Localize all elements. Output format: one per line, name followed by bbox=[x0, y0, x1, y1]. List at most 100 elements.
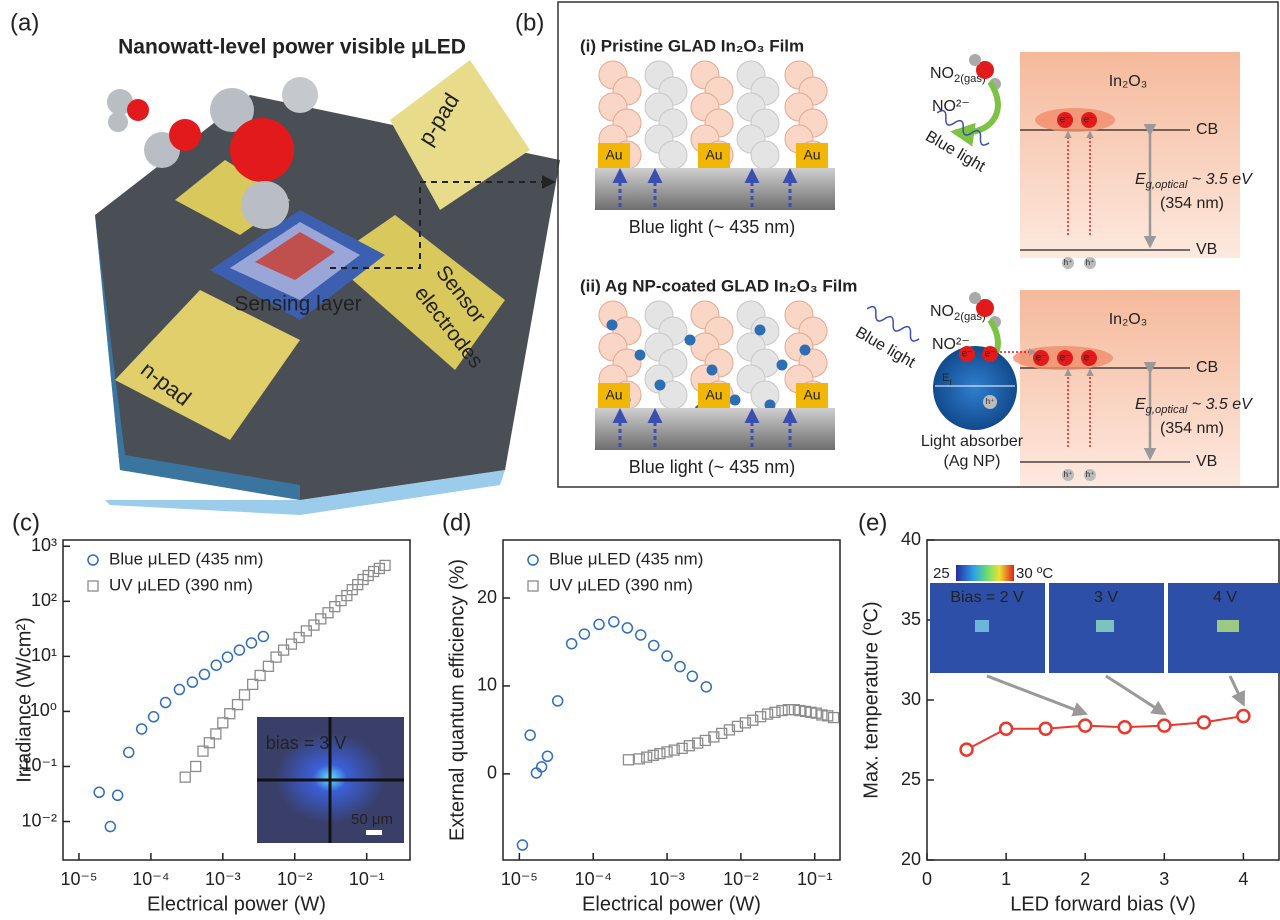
y-axis-label: Max. temperature (ºC) bbox=[860, 601, 882, 798]
data-point bbox=[174, 685, 184, 695]
vb-label: VB bbox=[1196, 241, 1217, 258]
data-point bbox=[1158, 720, 1170, 732]
text-base: E bbox=[942, 372, 949, 384]
wavelength-label: (354 nm) bbox=[1160, 195, 1224, 212]
scale-bar bbox=[366, 830, 382, 835]
ag-nanoparticle bbox=[755, 325, 766, 336]
electrode-label: Au bbox=[605, 387, 622, 403]
ag-nanoparticle bbox=[800, 345, 811, 356]
hole-label: h⁺ bbox=[1086, 470, 1095, 479]
y-tick-label: 20 bbox=[901, 849, 921, 869]
data-point bbox=[199, 669, 209, 679]
ag-nanoparticle bbox=[707, 365, 718, 376]
data-point bbox=[113, 790, 123, 800]
ag-nanoparticle bbox=[607, 320, 618, 331]
x-tick-label: 10⁻³ bbox=[649, 869, 685, 889]
x-tick-label: 2 bbox=[1080, 869, 1090, 889]
y-tick-label: 25 bbox=[901, 769, 921, 789]
x-tick-label: 10⁻¹ bbox=[349, 869, 385, 889]
substrate bbox=[595, 168, 835, 210]
thermal-label: Bias = 2 V bbox=[950, 589, 1024, 606]
figure: (a)Nanowatt-level power visible μLEDp-pa… bbox=[0, 0, 1280, 920]
data-point bbox=[246, 638, 256, 648]
text-rest: ~ 3.5 eV bbox=[1187, 396, 1253, 413]
molecule bbox=[969, 292, 981, 304]
data-point bbox=[301, 626, 311, 636]
data-point bbox=[1079, 720, 1091, 732]
legend-marker bbox=[528, 555, 538, 565]
data-point bbox=[211, 660, 221, 670]
data-point bbox=[961, 744, 973, 756]
light-label: Blue light bbox=[922, 128, 988, 176]
data-point bbox=[567, 639, 577, 649]
wavelength-label: (354 nm) bbox=[1160, 420, 1224, 437]
ag-nanoparticle bbox=[635, 350, 646, 361]
y-tick-label: 10 bbox=[477, 675, 497, 695]
data-point bbox=[594, 619, 604, 629]
y-tick-label: 10² bbox=[31, 590, 57, 610]
film-grain bbox=[659, 141, 687, 169]
data-point bbox=[222, 652, 232, 662]
ag-nanoparticle bbox=[730, 395, 741, 406]
x-tick-label: 0 bbox=[922, 869, 932, 889]
x-axis-label: LED forward bias (V) bbox=[1010, 893, 1196, 915]
data-point bbox=[294, 633, 304, 643]
light-label: Blue light (~ 435 nm) bbox=[629, 457, 796, 477]
cb-label: CB bbox=[1196, 121, 1218, 138]
cb-label: CB bbox=[1196, 359, 1218, 376]
panel-title: Nanowatt-level power visible μLED bbox=[118, 36, 466, 59]
panel-label: (e) bbox=[858, 509, 887, 536]
data-point bbox=[687, 671, 697, 681]
light-label: Blue light (~ 435 nm) bbox=[629, 217, 796, 237]
data-point bbox=[542, 751, 552, 761]
page: (a)Nanowatt-level power visible μLEDp-pa… bbox=[0, 0, 1280, 920]
absorber-label: (Ag NP) bbox=[944, 453, 1001, 470]
data-point bbox=[756, 712, 766, 722]
y-axis-label: External quantum efficiency (%) bbox=[446, 559, 468, 841]
data-point bbox=[149, 712, 159, 722]
legend-marker bbox=[88, 581, 98, 591]
data-point bbox=[622, 623, 632, 633]
x-tick-label: 10⁻¹ bbox=[797, 869, 833, 889]
electron-label: e⁻ bbox=[1060, 115, 1071, 126]
text-subscript: g,optical bbox=[1146, 179, 1188, 191]
panel-label: (b) bbox=[515, 9, 544, 36]
x-axis-label: Electrical power (W) bbox=[147, 893, 326, 915]
data-point bbox=[180, 772, 190, 782]
electron-label: e⁻ bbox=[962, 349, 973, 360]
thermal-spot bbox=[975, 620, 989, 632]
data-point bbox=[1198, 716, 1210, 728]
data-point bbox=[636, 630, 646, 640]
ag-nanoparticle bbox=[655, 380, 666, 391]
x-tick-label: 1 bbox=[1001, 869, 1011, 889]
data-point bbox=[271, 652, 281, 662]
text-base: E bbox=[1135, 396, 1146, 413]
data-point bbox=[553, 696, 563, 706]
film-title: (i) Pristine GLAD In₂O₃ Film bbox=[580, 36, 804, 55]
electron-label: e⁻ bbox=[985, 349, 996, 360]
y-tick-label: 30 bbox=[901, 689, 921, 709]
data-point bbox=[1040, 723, 1052, 735]
data-point bbox=[124, 747, 134, 757]
data-point bbox=[517, 840, 527, 850]
inset-arrow bbox=[1106, 676, 1164, 714]
data-point bbox=[137, 724, 147, 734]
data-point bbox=[258, 631, 268, 641]
data-point bbox=[380, 560, 390, 570]
hole-label: h⁺ bbox=[1086, 258, 1095, 267]
data-point bbox=[374, 563, 384, 573]
data-point bbox=[609, 617, 619, 627]
y-axis-label: Irradiance (W/cm²) bbox=[13, 617, 35, 783]
ag-nanoparticle bbox=[685, 335, 696, 346]
electrode-label: Au bbox=[803, 387, 820, 403]
legend-label: Blue μLED (435 nm) bbox=[109, 549, 263, 568]
data-point bbox=[525, 730, 535, 740]
material-label: In₂O₃ bbox=[1109, 311, 1148, 328]
data-point bbox=[675, 662, 685, 672]
legend-marker bbox=[528, 581, 538, 591]
thermal-label: 3 V bbox=[1094, 589, 1118, 606]
colorbar bbox=[956, 565, 1014, 581]
electron-label: e⁻ bbox=[1060, 353, 1071, 364]
inset-label: 50 μm bbox=[351, 811, 393, 828]
data-point bbox=[748, 715, 758, 725]
